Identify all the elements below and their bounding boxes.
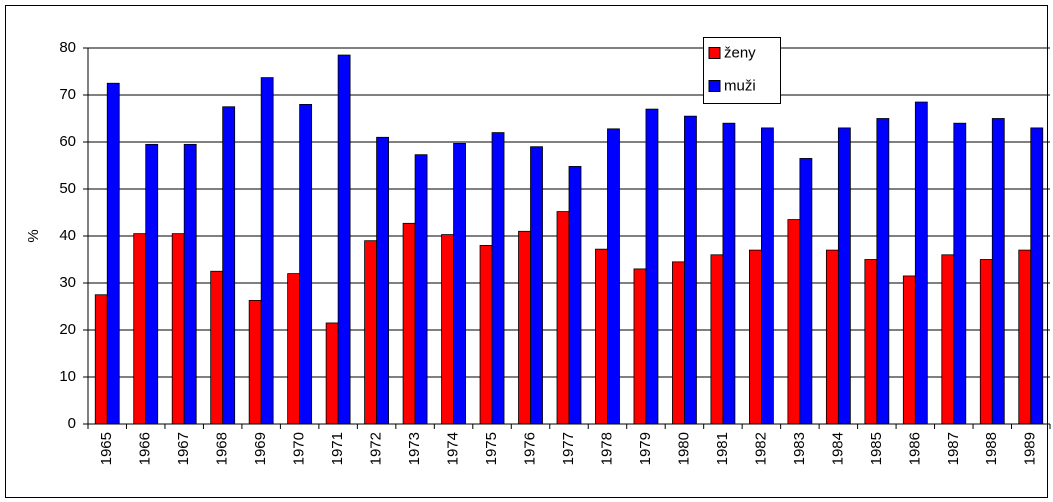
y-axis-label: % xyxy=(25,229,42,242)
bar xyxy=(953,122,967,425)
x-tick-label: 1974 xyxy=(445,432,462,465)
bar xyxy=(210,270,224,425)
x-tick-label: 1968 xyxy=(214,432,231,465)
bar xyxy=(260,77,274,425)
x-tick-label: 1982 xyxy=(752,432,769,465)
legend-label: ženy xyxy=(724,44,756,61)
bar xyxy=(825,249,839,425)
bar xyxy=(171,233,185,425)
legend-swatch xyxy=(708,47,721,59)
x-tick-label: 1988 xyxy=(983,432,1000,465)
y-tick-label: 80 xyxy=(59,39,76,56)
x-tick-label: 1985 xyxy=(868,432,885,465)
y-tick-label: 40 xyxy=(59,227,76,244)
bar xyxy=(799,158,813,425)
bar xyxy=(518,230,531,425)
y-tick-label: 50 xyxy=(59,180,76,197)
bar xyxy=(864,259,878,425)
bar xyxy=(556,211,570,425)
bar xyxy=(672,261,685,425)
bar xyxy=(749,249,762,425)
bar xyxy=(453,143,466,425)
bar xyxy=(145,143,159,425)
x-tick-label: 1969 xyxy=(252,432,269,465)
legend-swatch xyxy=(708,80,721,92)
bar xyxy=(645,108,659,425)
x-tick-label: 1975 xyxy=(483,432,500,465)
bar xyxy=(376,136,390,425)
x-tick-label: 1979 xyxy=(637,432,654,465)
x-tick-label: 1965 xyxy=(98,432,115,465)
bar xyxy=(607,128,620,425)
bar xyxy=(337,54,351,425)
bar xyxy=(248,299,262,425)
x-tick-label: 1966 xyxy=(137,432,154,465)
x-tick-label: 1986 xyxy=(906,432,923,465)
x-tick-label: 1989 xyxy=(1022,432,1039,465)
bar xyxy=(402,222,416,425)
bar xyxy=(902,275,916,425)
bar xyxy=(491,132,505,425)
x-tick-label: 1973 xyxy=(406,432,423,465)
bar xyxy=(94,294,108,425)
bar xyxy=(914,101,928,425)
bar xyxy=(633,268,647,425)
bar xyxy=(183,143,197,425)
y-tick-label: 0 xyxy=(68,415,76,432)
bar xyxy=(787,219,801,425)
y-tick-label: 10 xyxy=(59,368,76,385)
y-tick-label: 70 xyxy=(59,86,76,103)
bar xyxy=(991,118,1005,425)
bar xyxy=(722,122,736,425)
x-tick-label: 1978 xyxy=(598,432,615,465)
bar xyxy=(1030,127,1044,425)
y-tick-label: 60 xyxy=(59,133,76,150)
bar xyxy=(530,146,543,425)
y-tick-label: 30 xyxy=(59,274,76,291)
bar xyxy=(979,259,993,425)
x-tick-label: 1987 xyxy=(945,432,962,465)
bar xyxy=(106,82,120,425)
bar xyxy=(876,118,890,425)
bar xyxy=(414,154,428,425)
bar xyxy=(299,104,313,425)
bar xyxy=(287,273,301,425)
legend-label: muži xyxy=(724,77,756,94)
x-tick-label: 1971 xyxy=(329,432,346,465)
bar xyxy=(479,244,493,425)
x-tick-label: 1981 xyxy=(714,432,731,465)
bar xyxy=(364,240,378,425)
bar xyxy=(1018,249,1032,425)
bar xyxy=(441,234,454,425)
bar xyxy=(568,166,582,425)
x-tick-label: 1967 xyxy=(175,432,192,465)
bar xyxy=(710,254,724,425)
bar xyxy=(133,233,147,425)
bar xyxy=(595,248,608,425)
x-tick-label: 1976 xyxy=(521,432,538,465)
x-tick-label: 1983 xyxy=(791,432,808,465)
x-tick-label: 1970 xyxy=(291,432,308,465)
bar xyxy=(941,254,955,425)
x-tick-label: 1977 xyxy=(560,432,577,465)
bar xyxy=(761,127,774,425)
bar xyxy=(684,115,697,425)
y-tick-label: 20 xyxy=(59,321,76,338)
x-tick-label: 1984 xyxy=(829,432,846,465)
bar xyxy=(325,322,339,425)
bar xyxy=(837,127,851,425)
x-tick-label: 1980 xyxy=(675,432,692,465)
bar xyxy=(222,106,236,425)
x-tick-label: 1972 xyxy=(368,432,385,465)
